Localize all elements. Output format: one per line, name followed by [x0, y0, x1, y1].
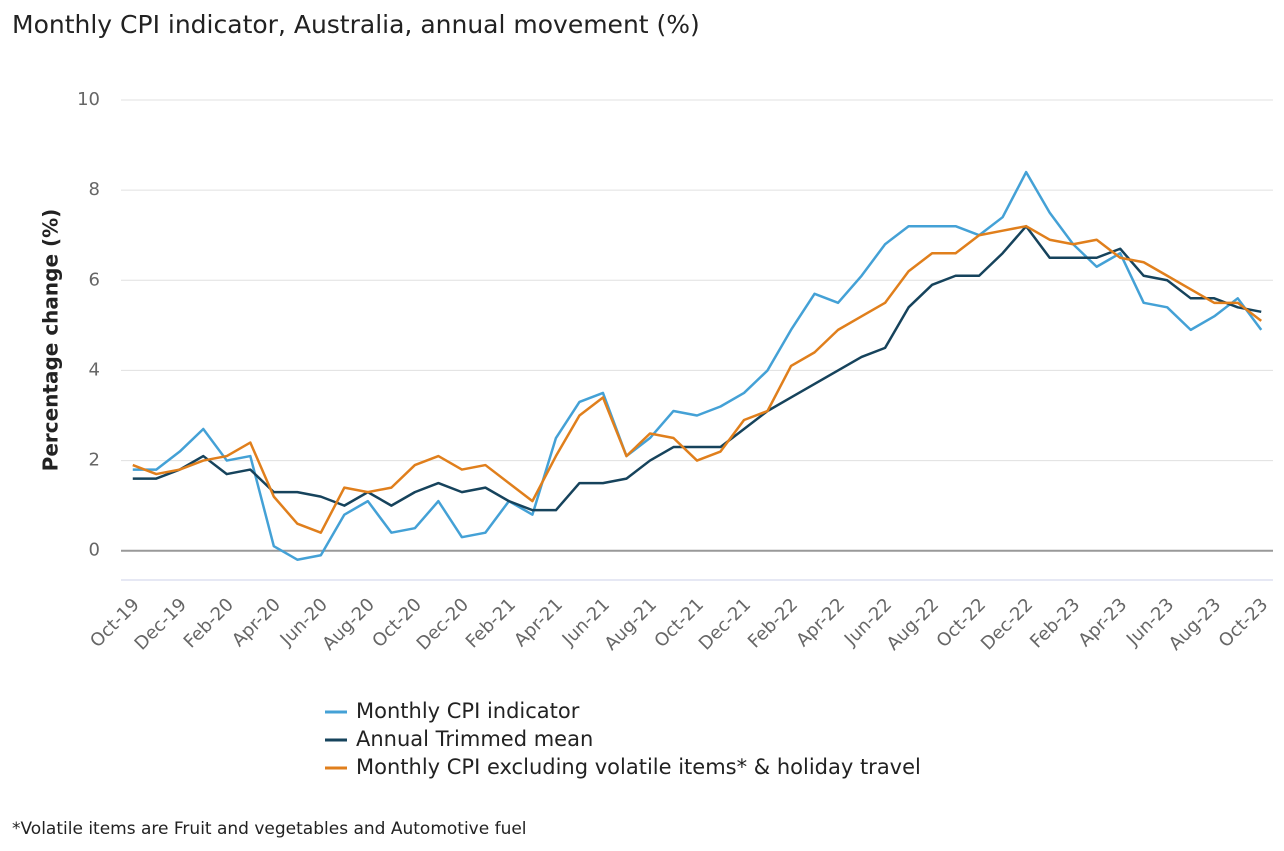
line-series: [132, 224, 1262, 512]
x-tick-label: Dec-20: [413, 594, 473, 654]
y-tick-label: 0: [89, 540, 100, 561]
legend-label: Monthly CPI excluding volatile items* & …: [356, 755, 921, 779]
x-tick-label: Dec-22: [977, 594, 1037, 654]
x-tick-label: Apr-21: [510, 594, 567, 651]
y-tick-label: 6: [89, 269, 100, 290]
x-tick-label: Feb-21: [462, 594, 520, 652]
x-tick-label: Dec-19: [131, 594, 191, 654]
x-tick-label: Dec-21: [695, 594, 755, 654]
x-tick-label: Apr-20: [228, 594, 285, 651]
chart-title: Monthly CPI indicator, Australia, annual…: [12, 10, 700, 39]
y-tick-label: 2: [89, 450, 100, 471]
x-tick-label: Aug-23: [1165, 594, 1225, 654]
x-tick-label: Feb-23: [1026, 594, 1084, 652]
x-tick-label: Apr-22: [792, 594, 849, 651]
y-tick-label: 8: [89, 179, 100, 200]
x-tick-label: Feb-22: [744, 594, 802, 652]
y-tick-label: 4: [89, 359, 100, 380]
legend-label: Annual Trimmed mean: [356, 727, 593, 751]
x-tick-label: Aug-20: [318, 594, 378, 654]
line-series: [132, 224, 1263, 534]
y-axis-label: Percentage change (%): [39, 209, 63, 472]
line-series: [132, 170, 1263, 561]
x-tick-label: Aug-21: [601, 594, 661, 654]
x-tick-label: Aug-22: [883, 594, 943, 654]
x-tick-label: Oct-23: [1215, 594, 1273, 652]
legend-label: Monthly CPI indicator: [356, 699, 580, 723]
y-tick-label: 10: [77, 89, 100, 110]
x-tick-label: Feb-20: [180, 594, 238, 652]
x-tick-label: Apr-23: [1074, 594, 1131, 651]
footnote: *Volatile items are Fruit and vegetables…: [12, 819, 527, 839]
